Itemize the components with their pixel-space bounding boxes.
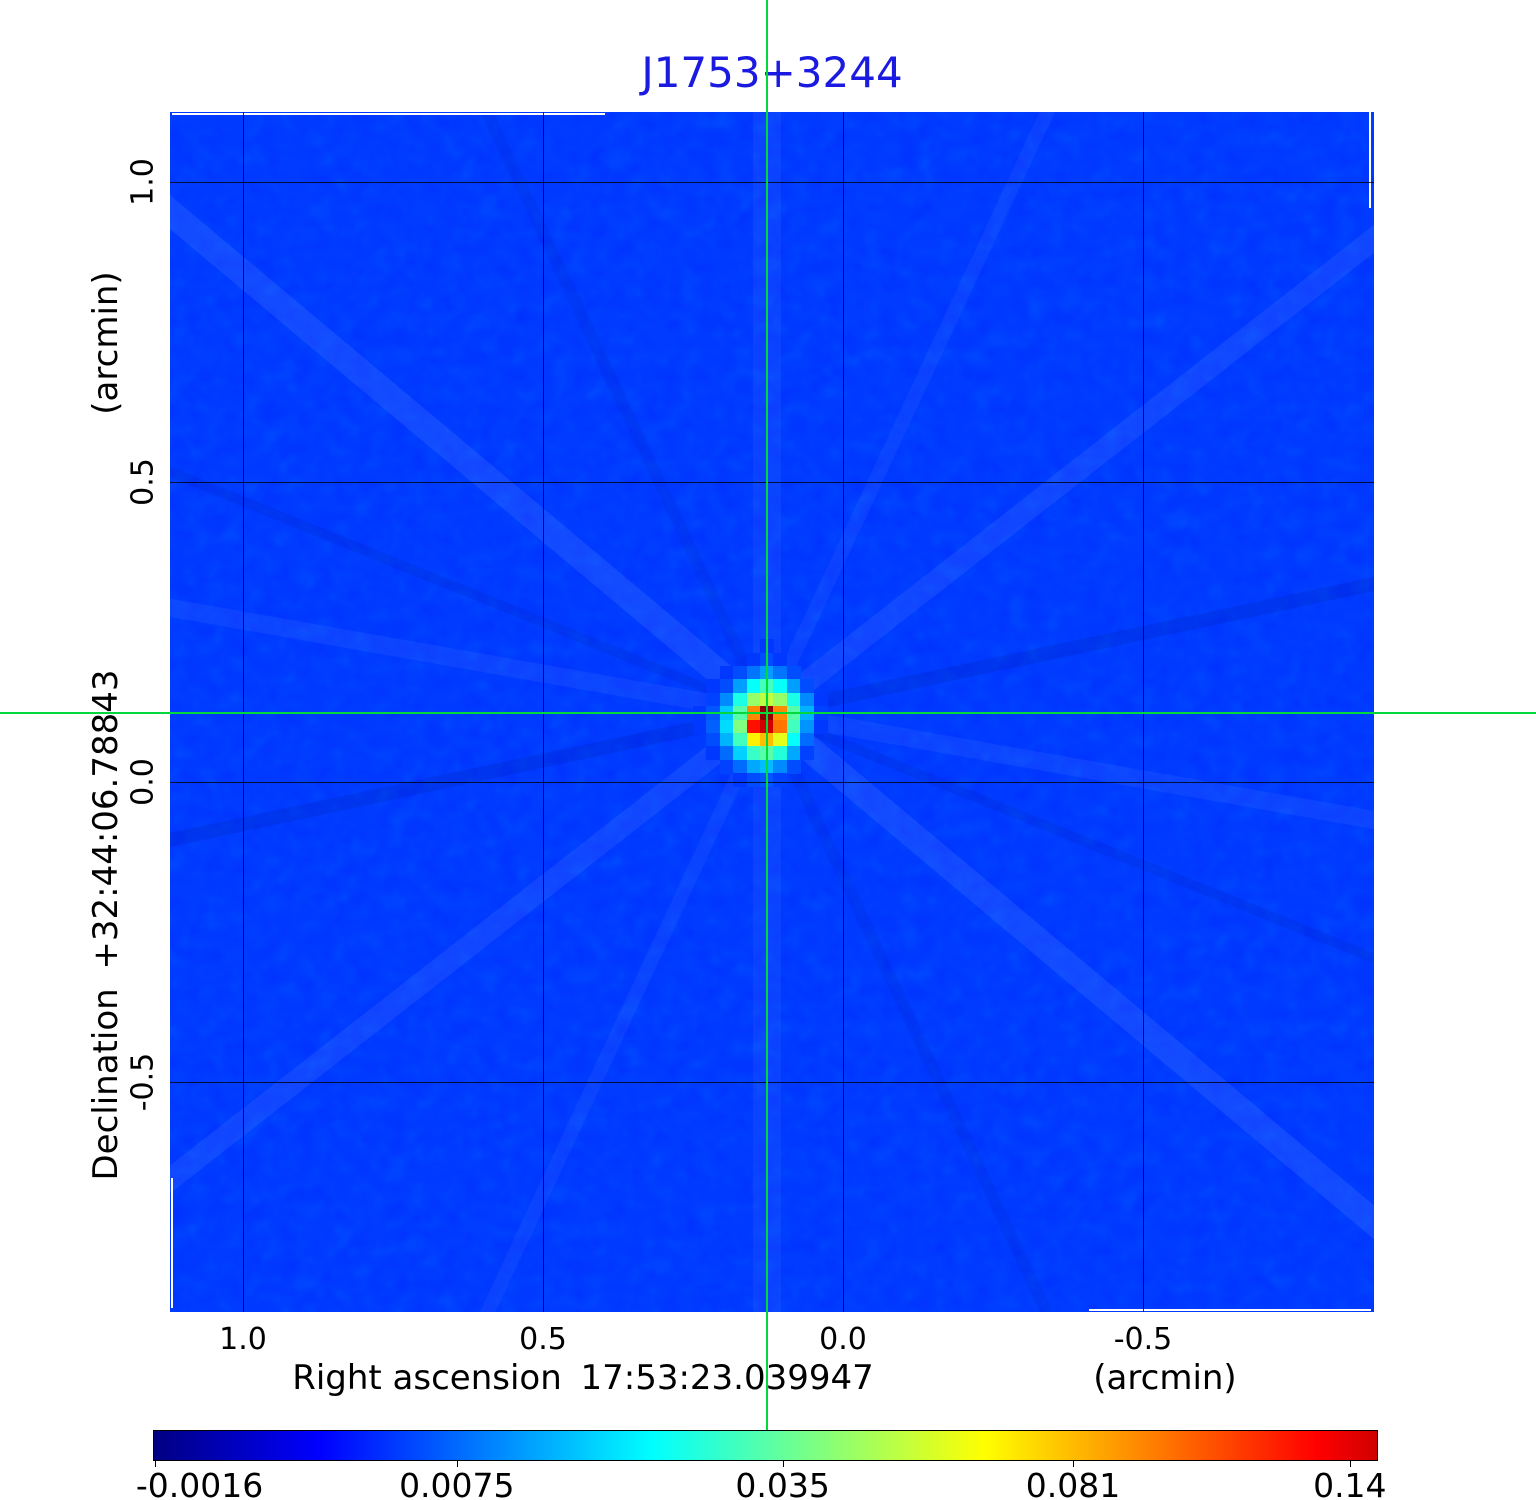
source-pixel — [773, 746, 788, 761]
grid-line-horizontal — [170, 782, 1374, 783]
source-pixel — [786, 679, 801, 694]
colorbar-tick — [782, 1461, 784, 1467]
source-pixel — [733, 666, 748, 680]
x-axis-title-text: Right ascension — [292, 1358, 562, 1398]
source-pixel — [733, 746, 748, 761]
source-pixel — [786, 759, 801, 774]
source-pixel — [773, 652, 788, 667]
grid-line-horizontal — [170, 182, 1374, 183]
y-tick-label: 1.0 — [125, 158, 161, 206]
source-pixel — [706, 733, 721, 747]
x-tick-label: 0.5 — [519, 1322, 567, 1357]
colorbar-tick — [155, 1461, 157, 1467]
y-tick-label: 0.0 — [125, 758, 161, 806]
source-pixel — [773, 719, 788, 734]
source-pixel — [773, 692, 788, 707]
source-pixel — [733, 759, 748, 774]
source-pixel — [706, 719, 721, 734]
source-pixel — [719, 746, 734, 761]
source-pixel — [733, 733, 748, 747]
source-pixel — [746, 679, 761, 694]
source-pixel — [786, 719, 801, 734]
source-pixel — [746, 746, 761, 761]
y-tick-label: 0.5 — [125, 458, 161, 506]
source-pixel — [813, 719, 828, 734]
source-pixel — [733, 679, 748, 694]
source-pixel — [719, 692, 734, 707]
edge-artifact — [1089, 1309, 1371, 1311]
source-pixel — [733, 719, 748, 734]
source-pixel — [746, 666, 761, 680]
x-tick-label: 0.0 — [819, 1322, 867, 1357]
edge-artifact — [1369, 112, 1371, 208]
source-pixel — [746, 759, 761, 774]
colorbar-tick — [1349, 1461, 1351, 1467]
source-pixel — [746, 733, 761, 747]
source-pixel — [786, 733, 801, 747]
source-pixel — [746, 719, 761, 734]
x-tick-label: 1.0 — [219, 1322, 267, 1357]
source-pixel — [773, 733, 788, 747]
colorbar — [153, 1430, 1378, 1461]
page-title: J1753+3244 — [641, 48, 903, 97]
source-pixel — [719, 719, 734, 734]
source-pixel — [733, 692, 748, 707]
colorbar-tick — [456, 1461, 458, 1467]
y-tick-label: -0.5 — [125, 1052, 161, 1112]
crosshair-vertical-line — [765, 0, 768, 1430]
source-pixel — [773, 679, 788, 694]
source-pixel — [773, 773, 788, 788]
crosshair-horizontal-line — [0, 712, 1536, 714]
source-pixel — [786, 692, 801, 707]
x-axis-unit: (arcmin) — [1093, 1358, 1237, 1398]
source-pixel — [733, 773, 748, 788]
source-pixel — [746, 652, 761, 667]
grid-line-horizontal — [170, 482, 1374, 483]
edge-artifact — [171, 1178, 173, 1308]
y-axis-unit: (arcmin) — [86, 271, 126, 415]
source-pixel — [706, 692, 721, 707]
colorbar-tick-label: 0.0075 — [399, 1466, 515, 1500]
source-pixel — [800, 692, 815, 707]
source-pixel — [746, 773, 761, 788]
source-pixel — [693, 719, 707, 734]
x-axis-coordinate: 17:53:23.039947 — [580, 1358, 874, 1398]
x-tick-label: -0.5 — [1113, 1322, 1173, 1357]
source-pixel — [786, 746, 801, 761]
source-pixel — [719, 759, 734, 774]
y-axis-coordinate: +32:44:06.78843 — [86, 669, 126, 970]
source-pixel — [813, 692, 828, 707]
x-axis-title: Right ascension 17:53:23.039947 — [292, 1358, 874, 1398]
source-pixel — [773, 759, 788, 774]
colorbar-tick — [1072, 1461, 1074, 1467]
source-pixel — [719, 666, 734, 680]
colorbar-tick-label: -0.0016 — [135, 1466, 264, 1500]
grid-line-horizontal — [170, 1082, 1374, 1083]
source-pixel — [800, 746, 815, 761]
y-axis-title-text: Declination — [86, 988, 126, 1181]
source-pixel — [773, 666, 788, 680]
source-pixel — [786, 666, 801, 680]
source-pixel — [746, 692, 761, 707]
source-pixel — [800, 679, 815, 694]
source-pixel — [800, 733, 815, 747]
source-pixel — [719, 733, 734, 747]
source-pixel — [800, 719, 815, 734]
edge-artifact — [172, 113, 605, 115]
source-pixel — [719, 679, 734, 694]
source-pixel — [706, 746, 721, 761]
y-axis-title: Declination +32:44:06.78843 — [86, 669, 126, 1180]
colorbar-tick-label: 0.081 — [1025, 1466, 1121, 1500]
source-pixel — [706, 679, 721, 694]
colorbar-tick-label: 0.035 — [735, 1466, 830, 1500]
colorbar-tick-label: 0.14 — [1313, 1466, 1387, 1500]
